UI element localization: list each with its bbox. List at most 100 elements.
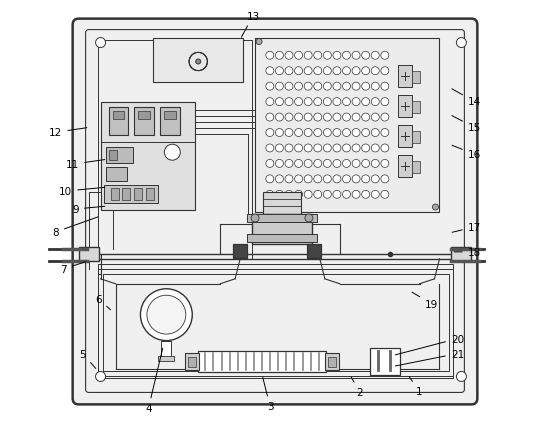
- Circle shape: [343, 144, 350, 153]
- Circle shape: [362, 175, 370, 184]
- Circle shape: [456, 372, 466, 381]
- Circle shape: [343, 68, 350, 76]
- Circle shape: [323, 160, 331, 168]
- Circle shape: [381, 98, 389, 106]
- Bar: [411, 132, 420, 144]
- Circle shape: [304, 98, 312, 106]
- Circle shape: [333, 68, 341, 76]
- Circle shape: [295, 52, 302, 60]
- Circle shape: [362, 191, 370, 199]
- Circle shape: [371, 114, 379, 122]
- Circle shape: [323, 98, 331, 106]
- Circle shape: [285, 160, 293, 168]
- Circle shape: [352, 191, 360, 199]
- Circle shape: [362, 68, 370, 76]
- Circle shape: [362, 114, 370, 122]
- Bar: [252, 215, 312, 244]
- Circle shape: [266, 114, 274, 122]
- Bar: [102, 274, 449, 372]
- Circle shape: [285, 98, 293, 106]
- Circle shape: [333, 160, 341, 168]
- Circle shape: [314, 114, 322, 122]
- Circle shape: [432, 205, 438, 211]
- Text: 17: 17: [452, 222, 481, 233]
- Circle shape: [362, 52, 370, 60]
- Circle shape: [276, 68, 283, 76]
- Circle shape: [352, 98, 360, 106]
- Circle shape: [381, 144, 389, 153]
- Bar: [153, 38, 243, 83]
- Circle shape: [285, 52, 293, 60]
- Circle shape: [266, 83, 274, 91]
- Circle shape: [304, 175, 312, 184]
- Circle shape: [362, 160, 370, 168]
- Text: 10: 10: [59, 187, 105, 197]
- Circle shape: [276, 52, 283, 60]
- Text: 1: 1: [409, 377, 423, 396]
- Circle shape: [343, 114, 350, 122]
- Text: 18: 18: [454, 247, 481, 257]
- Circle shape: [96, 38, 106, 49]
- Circle shape: [276, 129, 283, 137]
- Circle shape: [323, 144, 331, 153]
- Circle shape: [295, 160, 302, 168]
- Circle shape: [323, 129, 331, 137]
- Text: 4: 4: [145, 348, 163, 413]
- Circle shape: [285, 68, 293, 76]
- Circle shape: [285, 191, 293, 199]
- Circle shape: [285, 129, 293, 137]
- Bar: [113, 112, 124, 120]
- Circle shape: [314, 83, 322, 91]
- Bar: [411, 72, 420, 84]
- Bar: [146, 189, 155, 200]
- Circle shape: [352, 114, 360, 122]
- Circle shape: [343, 52, 350, 60]
- Circle shape: [371, 191, 379, 199]
- Bar: [103, 186, 158, 203]
- Circle shape: [381, 191, 389, 199]
- Text: 15: 15: [452, 117, 481, 133]
- Circle shape: [381, 83, 389, 91]
- Circle shape: [276, 191, 283, 199]
- Bar: [164, 112, 177, 120]
- Bar: [411, 162, 420, 174]
- Circle shape: [164, 145, 180, 161]
- Text: 2: 2: [351, 377, 363, 397]
- Circle shape: [323, 114, 331, 122]
- Circle shape: [314, 52, 322, 60]
- Circle shape: [304, 129, 312, 137]
- Circle shape: [352, 52, 360, 60]
- Circle shape: [381, 68, 389, 76]
- Circle shape: [276, 98, 283, 106]
- Circle shape: [314, 191, 322, 199]
- Bar: [307, 244, 321, 258]
- Text: 5: 5: [79, 349, 96, 369]
- Circle shape: [96, 372, 106, 381]
- Circle shape: [333, 114, 341, 122]
- Circle shape: [314, 129, 322, 137]
- Circle shape: [333, 144, 341, 153]
- Bar: [79, 247, 98, 261]
- Bar: [263, 193, 301, 215]
- Circle shape: [323, 175, 331, 184]
- Bar: [106, 148, 134, 164]
- FancyBboxPatch shape: [73, 20, 477, 405]
- Circle shape: [295, 83, 302, 91]
- Circle shape: [371, 83, 379, 91]
- Bar: [325, 353, 339, 371]
- Circle shape: [251, 215, 259, 222]
- Bar: [161, 341, 172, 359]
- Circle shape: [371, 160, 379, 168]
- Bar: [158, 356, 174, 361]
- Circle shape: [371, 68, 379, 76]
- Text: 12: 12: [49, 128, 87, 138]
- Circle shape: [295, 98, 302, 106]
- Circle shape: [304, 68, 312, 76]
- Circle shape: [323, 191, 331, 199]
- Circle shape: [381, 160, 389, 168]
- Circle shape: [362, 83, 370, 91]
- Bar: [198, 351, 326, 373]
- Circle shape: [333, 175, 341, 184]
- Bar: [185, 353, 199, 371]
- Circle shape: [371, 98, 379, 106]
